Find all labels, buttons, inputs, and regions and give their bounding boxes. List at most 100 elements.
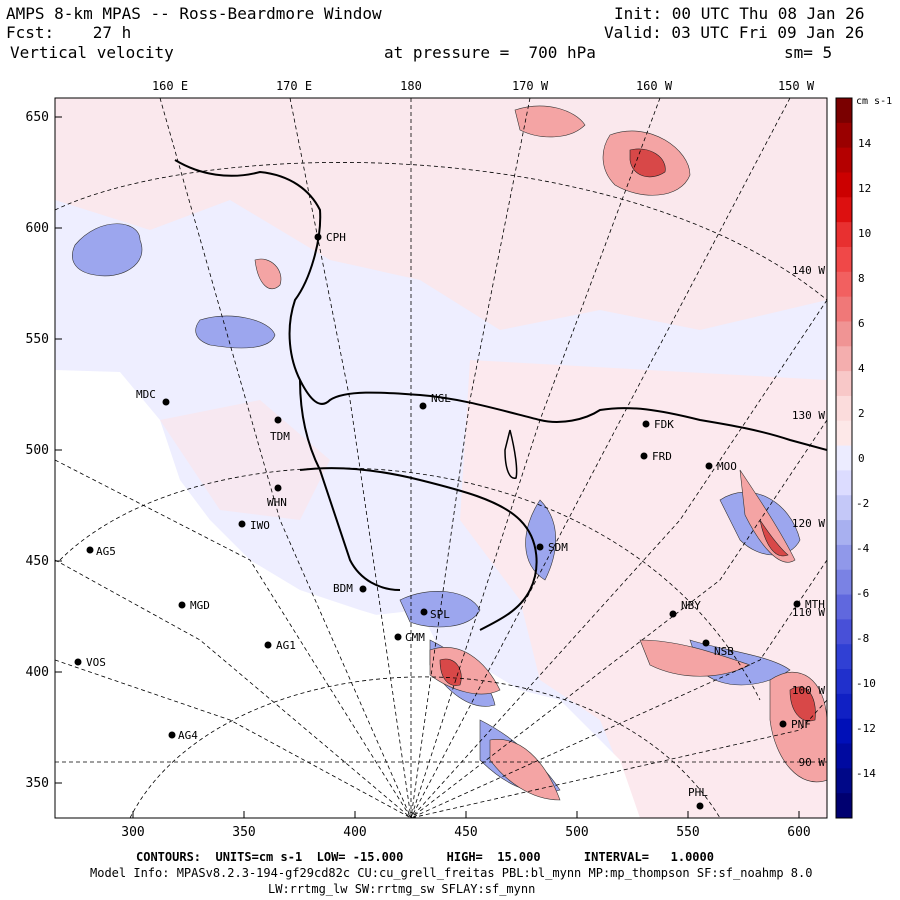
colorbar-segment — [836, 445, 852, 471]
station-marker — [640, 452, 648, 460]
colorbar-segment — [836, 693, 852, 720]
station-label: MTH — [805, 598, 825, 611]
station-label: VOS — [86, 656, 106, 669]
map-plot-area — [55, 98, 827, 818]
station-marker — [420, 608, 428, 616]
colorbar-tick-label: 12 — [858, 182, 871, 195]
no-data-region — [55, 370, 412, 818]
colorbar-segment — [836, 768, 852, 794]
colorbar-segment — [836, 98, 852, 124]
station-marker — [274, 416, 282, 424]
colorbar-tick-label: -14 — [856, 767, 876, 780]
colorbar-segment — [836, 793, 852, 819]
x-tick-label: 300 — [121, 825, 144, 840]
station-marker — [779, 720, 787, 728]
pressure-level: at pressure = 700 hPa — [384, 43, 596, 62]
longitude-label: 90 W — [799, 756, 826, 769]
colorbar-tick-label: -8 — [856, 632, 869, 645]
colorbar-segment — [836, 420, 852, 447]
station-marker — [419, 402, 427, 410]
strong-upward-cells — [439, 148, 816, 722]
colorbar-segment — [836, 172, 852, 198]
colorbar-segment — [836, 246, 852, 273]
station-label: FRD — [652, 450, 672, 463]
colorbar-segment — [836, 718, 852, 745]
station-label: CMM — [405, 631, 425, 644]
x-tick-label: 550 — [676, 825, 699, 840]
colorbar-segment — [836, 147, 852, 173]
station-marker — [793, 600, 801, 608]
colorbar-segment — [836, 669, 852, 695]
station-marker — [642, 420, 650, 428]
forecast-hour: Fcst: 27 h — [6, 23, 132, 42]
station-marker — [696, 802, 704, 810]
model-info: Model Info: MPASv8.2.3-194-gf29cd82c CU:… — [90, 866, 813, 880]
station-marker — [536, 543, 544, 551]
longitude-label: 100 W — [792, 684, 825, 697]
colorbar-segment — [836, 222, 852, 248]
valid-time: Valid: 03 UTC Fri 09 Jan 26 — [604, 23, 865, 42]
y-tick-label: 450 — [26, 554, 49, 569]
station-label: IWO — [250, 519, 270, 532]
colorbar-segment — [836, 619, 852, 645]
station-label: NSB — [714, 645, 734, 658]
colorbar-tick-label: 10 — [858, 227, 871, 240]
longitude-label: 150 W — [778, 79, 815, 93]
station-label: CPH — [326, 231, 346, 244]
longitude-label: 140 W — [792, 264, 825, 277]
y-tick-label: 500 — [26, 443, 49, 458]
colorbar-segment — [836, 495, 852, 521]
station-label: PNF — [791, 718, 811, 731]
station-marker — [274, 484, 282, 492]
longitude-label: 160 W — [636, 79, 673, 93]
colorbar-tick-label: 0 — [858, 452, 865, 465]
longitude-label: 180 — [400, 79, 422, 93]
y-tick-label: 600 — [26, 221, 49, 236]
colorbar — [836, 98, 852, 819]
longitude-label: 120 W — [792, 517, 825, 530]
colorbar-unit: cm s-1 — [856, 96, 892, 107]
station-label: NGL — [431, 392, 451, 405]
station-marker — [359, 585, 367, 593]
station-marker — [238, 520, 246, 528]
station-marker — [314, 233, 322, 241]
station-label: WHN — [267, 496, 287, 509]
y-tick-label: 400 — [26, 665, 49, 680]
station-label: AG1 — [276, 639, 296, 652]
upward-motion-region — [460, 360, 827, 818]
station-label: MDC — [136, 388, 156, 401]
station-label: BDM — [333, 582, 353, 595]
station-marker — [86, 546, 94, 554]
x-tick-label: 450 — [454, 825, 477, 840]
station-marker — [162, 398, 170, 406]
colorbar-tick-label: 6 — [858, 317, 865, 330]
colorbar-segment — [836, 122, 852, 149]
colorbar-segment — [836, 346, 852, 372]
contour-info: CONTOURS: UNITS=cm s-1 LOW= -15.000 HIGH… — [136, 850, 714, 864]
colorbar-segment — [836, 644, 852, 670]
smoothing-value: sm= 5 — [784, 43, 833, 62]
coastline — [174, 159, 827, 631]
colorbar-tick-label: -6 — [856, 587, 869, 600]
longitude-label: 160 E — [152, 79, 188, 93]
model-info-physics: LW:rrtmg_lw SW:rrtmg_sw SFLAY:sf_mynn — [268, 882, 536, 896]
x-tick-label: 400 — [343, 825, 366, 840]
station-marker — [74, 658, 82, 666]
y-tick-label: 650 — [26, 110, 49, 125]
station-label: PHL — [688, 786, 708, 799]
colorbar-segment — [836, 321, 852, 347]
x-tick-label: 500 — [565, 825, 588, 840]
colorbar-tick-label: -2 — [856, 497, 869, 510]
station-markers — [74, 233, 801, 810]
station-marker — [394, 633, 402, 641]
station-label: AG5 — [96, 545, 116, 558]
colorbar-segment — [836, 371, 852, 397]
colorbar-segment — [836, 569, 852, 596]
colorbar-tick-label: -4 — [856, 542, 870, 555]
colorbar-segment — [836, 197, 852, 223]
colorbar-segment — [836, 395, 852, 422]
colorbar-segment — [836, 594, 852, 620]
station-marker — [702, 639, 710, 647]
colorbar-tick-label: 2 — [858, 407, 865, 420]
